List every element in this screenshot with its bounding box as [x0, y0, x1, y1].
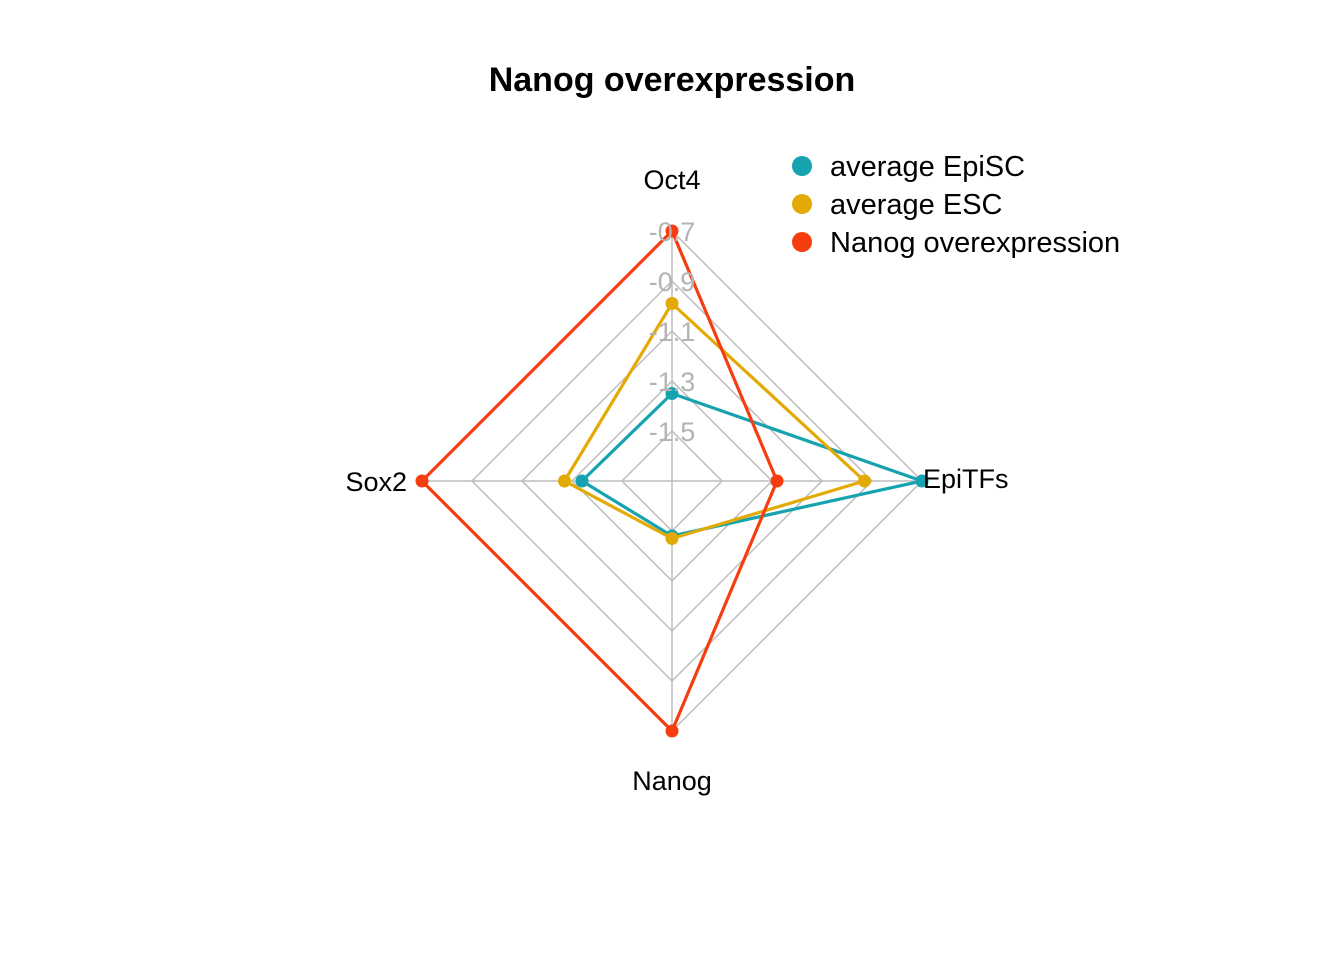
tick-label: -1.5	[649, 417, 696, 447]
data-point	[858, 474, 871, 488]
legend-label: average EpiSC	[830, 151, 1025, 183]
tick-labels: -1.5 -1.3 -1.1 -0.9 -0.7	[649, 217, 696, 447]
data-point	[415, 474, 429, 488]
chart-title: Nanog overexpression	[489, 61, 856, 99]
axis-label-sox2: Sox2	[345, 467, 407, 497]
legend-label: average ESC	[830, 189, 1003, 221]
series-2	[415, 224, 784, 738]
legend-item: Nanog overexpression	[792, 227, 1120, 259]
legend: average EpiSC average ESC Nanog overexpres…	[792, 151, 1120, 259]
data-point	[558, 474, 571, 488]
series-layer	[415, 224, 929, 738]
legend-marker	[792, 156, 812, 176]
legend-item: average EpiSC	[792, 151, 1025, 183]
data-point	[665, 224, 679, 238]
legend-marker	[792, 232, 812, 252]
data-point	[665, 387, 679, 400]
axis-label-nanog: Nanog	[632, 766, 712, 796]
data-point	[665, 532, 679, 545]
series-1	[558, 297, 871, 545]
legend-item: average ESC	[792, 189, 1003, 221]
legend-marker	[792, 194, 812, 214]
tick-label: -0.9	[649, 267, 696, 297]
data-point	[575, 474, 589, 488]
tick-label: -1.3	[649, 367, 696, 397]
axis-label-oct4: Oct4	[643, 165, 700, 195]
legend-label: Nanog overexpression	[830, 227, 1120, 259]
axis-label-epitfs: EpiTFs	[923, 464, 1009, 494]
axis-labels: Oct4 EpiTFs Nanog Sox2	[345, 165, 1008, 796]
data-point	[915, 474, 929, 488]
data-point	[665, 724, 679, 738]
tick-label: -1.1	[649, 317, 696, 347]
data-point	[665, 297, 679, 310]
tick-label: -0.7	[649, 217, 696, 247]
data-point	[770, 474, 784, 488]
